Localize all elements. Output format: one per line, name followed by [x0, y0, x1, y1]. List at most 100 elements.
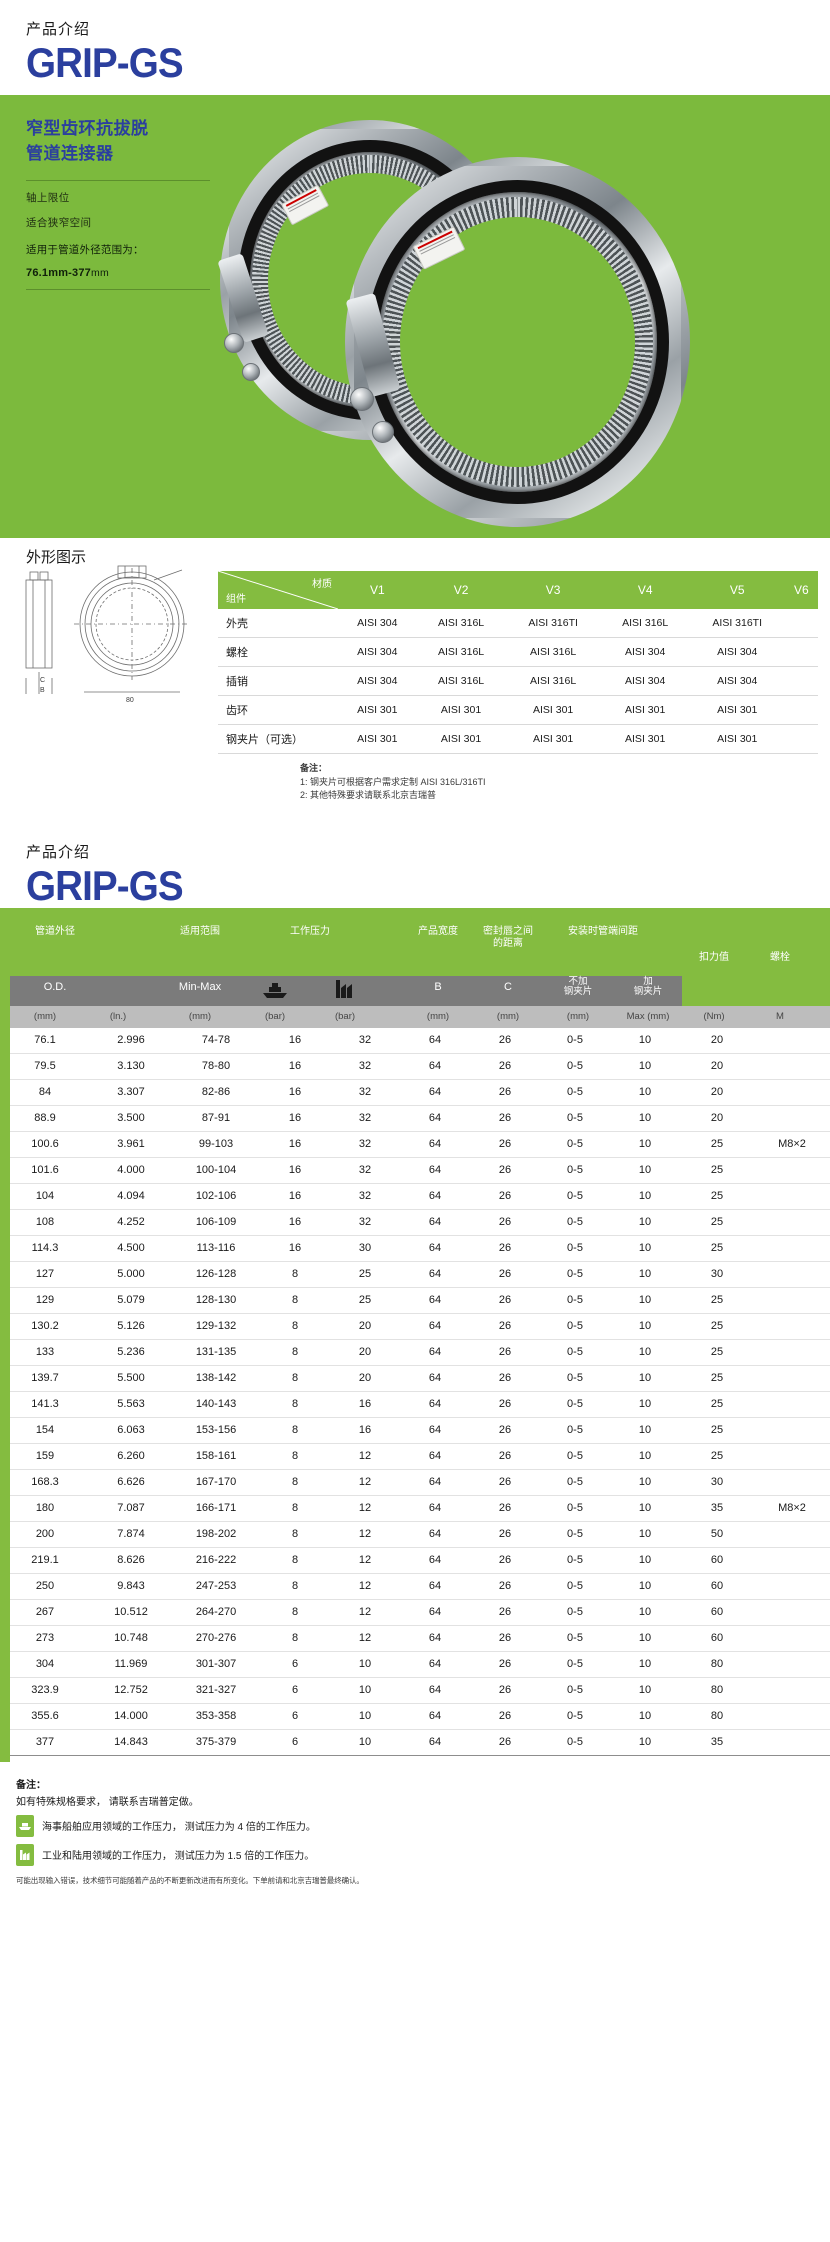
material-row-label: 外壳 — [218, 609, 338, 639]
hero-range-unit: mm — [91, 267, 109, 280]
spec-cell: 10 — [610, 1235, 680, 1262]
spec-cell: 167-170 — [172, 1469, 260, 1496]
spec-cell: 8 — [260, 1599, 330, 1626]
spec-cell: 6 — [260, 1729, 330, 1756]
spec-cell: 5.126 — [90, 1313, 172, 1340]
table-row: 323.9 12.752 321-327 6 10 64 26 0-5 10 80 — [0, 1677, 830, 1704]
spec-cell: 10 — [610, 1365, 680, 1392]
spec-cell: 4.500 — [90, 1235, 172, 1262]
spec-unit-label: Max (mm) — [626, 1010, 670, 1022]
spec-cell: 10 — [610, 1729, 680, 1756]
material-cell — [784, 637, 818, 668]
spec-unit-label: (bar) — [334, 1010, 356, 1022]
spec-cell: 60 — [680, 1573, 754, 1600]
table-row: 101.6 4.000 100-104 16 32 64 26 0-5 10 25 — [0, 1157, 830, 1184]
spec-cell: 126-128 — [172, 1261, 260, 1288]
table-row: 219.1 8.626 216-222 8 12 64 26 0-5 10 60 — [0, 1547, 830, 1574]
bolt-cell — [754, 1625, 830, 1652]
material-row-label: 螺栓 — [218, 637, 338, 668]
spec-cell: 10 — [610, 1547, 680, 1574]
spec-unit-label: M — [776, 1010, 784, 1022]
spec-cell: 32 — [330, 1079, 400, 1106]
spec-unit-label: (mm) — [426, 1010, 450, 1022]
spec-cell: 6 — [260, 1703, 330, 1730]
spec-cell: 3.500 — [90, 1105, 172, 1132]
spec-cell: 64 — [400, 1651, 470, 1678]
spec-cell: 64 — [400, 1573, 470, 1600]
hero-title-line-1: 窄型齿环抗拔脱 — [26, 119, 149, 139]
table-row: 129 5.079 128-130 8 25 64 26 0-5 10 25 — [0, 1287, 830, 1314]
material-cell: AISI 316L — [416, 666, 506, 697]
spec-table: 76.1 2.996 74-78 16 32 64 26 0-5 10 20 79.5 3.130 78… — [0, 1027, 830, 1756]
spec-cell: 141.3 — [0, 1391, 90, 1418]
spec-cell: 5.500 — [90, 1365, 172, 1392]
spec-cell: 32 — [330, 1183, 400, 1210]
spec-cell: 16 — [260, 1105, 330, 1132]
spec-cell: 6 — [260, 1677, 330, 1704]
bolt-cell — [754, 1209, 830, 1236]
footer-marine-row: 海事船舶应用领域的工作压力， 测试压力为 4 倍的工作压力。 — [16, 1814, 830, 1837]
spec-cell: 10 — [610, 1469, 680, 1496]
spec-cell: 353-358 — [172, 1703, 260, 1730]
spec-cell: 26 — [470, 1157, 540, 1184]
table-row: 159 6.260 158-161 8 12 64 26 0-5 10 25 — [0, 1443, 830, 1470]
spec-cell: 16 — [260, 1053, 330, 1080]
spec-sub-header: B — [434, 980, 442, 993]
spec-cell: 10 — [610, 1053, 680, 1080]
spec-cell: 26 — [470, 1651, 540, 1678]
material-row-label: 齿环 — [218, 695, 338, 726]
spec-cell: 10 — [610, 1157, 680, 1184]
spec-cell: 26 — [470, 1495, 540, 1522]
spec-cell: 26 — [470, 1287, 540, 1314]
bolt-cell — [754, 1703, 830, 1730]
spec-cell: 64 — [400, 1495, 470, 1522]
spec-unit-label: (mm) — [188, 1010, 212, 1022]
spec-cell: 6.260 — [90, 1443, 172, 1470]
spec-cell: 0-5 — [540, 1079, 610, 1106]
spec-cell: 375-379 — [172, 1729, 260, 1756]
spec-cell: 0-5 — [540, 1287, 610, 1314]
spec-cell: 12 — [330, 1443, 400, 1470]
spec-cell: 60 — [680, 1625, 754, 1652]
spec-cell: 100.6 — [0, 1131, 90, 1158]
spec-cell: 20 — [330, 1339, 400, 1366]
bolt-cell — [754, 1391, 830, 1418]
spec-cell: 16 — [260, 1131, 330, 1158]
bolt-cell — [754, 1521, 830, 1548]
spec-table-sub-header: O.D. Min-Max B C 不加 钢夹片 加钢夹片 — [0, 975, 830, 1006]
material-table-row: 齿环 AISI 301 AISI 301 AISI 301 AISI 301 AISI 3… — [218, 695, 818, 726]
footer-note-title: 备注： — [16, 1779, 46, 1791]
spec-cell: 8 — [260, 1495, 330, 1522]
material-cell — [784, 724, 818, 755]
table-row: 250 9.843 247-253 8 12 64 26 0-5 10 60 — [0, 1573, 830, 1600]
spec-cell: 74-78 — [172, 1027, 260, 1054]
spec-cell: 267 — [0, 1599, 90, 1626]
corner-material-label: 材质 — [312, 579, 332, 591]
spec-cell: 16 — [260, 1183, 330, 1210]
spec-cell: 0-5 — [540, 1417, 610, 1444]
spec-cell: 12 — [330, 1521, 400, 1548]
factory-badge-icon-svg — [20, 1849, 30, 1860]
spec-cell: 100-104 — [172, 1157, 260, 1184]
hero-spec-1: 轴上限位 — [26, 192, 70, 205]
spec-cell: 26 — [470, 1313, 540, 1340]
spec-cell: 64 — [400, 1105, 470, 1132]
spec-cell: 8 — [260, 1573, 330, 1600]
spec-group-header: 螺栓 — [770, 951, 790, 963]
material-cell: AISI 304 — [338, 637, 417, 668]
material-cell: AISI 316L — [416, 637, 506, 668]
spec-cell: 139.7 — [0, 1365, 90, 1392]
spec-cell: 0-5 — [540, 1365, 610, 1392]
bolt-cell — [754, 1547, 830, 1574]
material-col-v3: V3 — [505, 571, 601, 610]
spec-cell: 0-5 — [540, 1313, 610, 1340]
spec-cell: 10 — [330, 1677, 400, 1704]
spec-cell: 10 — [610, 1313, 680, 1340]
spec-cell: 64 — [400, 1313, 470, 1340]
spec-cell: 32 — [330, 1053, 400, 1080]
material-cell: AISI 316L — [416, 609, 506, 639]
spec-cell: 10 — [610, 1079, 680, 1106]
spec-cell: 10 — [610, 1677, 680, 1704]
spec-cell: 10 — [610, 1183, 680, 1210]
spec-cell: 129-132 — [172, 1313, 260, 1340]
